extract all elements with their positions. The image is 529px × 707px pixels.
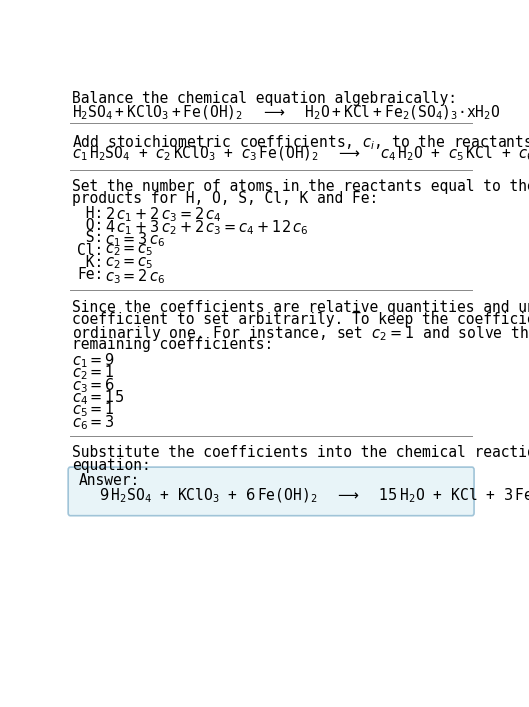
Text: Substitute the coefficients into the chemical reaction to obtain the balanced: Substitute the coefficients into the che… — [72, 445, 529, 460]
Text: remaining coefficients:: remaining coefficients: — [72, 337, 273, 351]
Text: $c_2 = c_5$: $c_2 = c_5$ — [105, 243, 153, 258]
Text: $2\,c_1 + 2\,c_3 = 2\,c_4$: $2\,c_1 + 2\,c_3 = 2\,c_4$ — [105, 206, 222, 224]
Text: Add stoichiometric coefficients, $c_i$, to the reactants and products:: Add stoichiometric coefficients, $c_i$, … — [72, 133, 529, 151]
Text: coefficient to set arbitrarily. To keep the coefficients small, the arbitrary va: coefficient to set arbitrarily. To keep … — [72, 312, 529, 327]
Text: $c_1 = 3\,c_6$: $c_1 = 3\,c_6$ — [105, 230, 166, 249]
Text: $c_6 = 3$: $c_6 = 3$ — [72, 413, 115, 431]
Text: Since the coefficients are relative quantities and underdetermined, choose a: Since the coefficients are relative quan… — [72, 300, 529, 315]
Text: $c_1\,\mathregular{H_2SO_4}$ + $c_2\,\mathregular{KClO_3}$ + $c_3\,\mathregular{: $c_1\,\mathregular{H_2SO_4}$ + $c_2\,\ma… — [72, 145, 529, 163]
Text: Balance the chemical equation algebraically:: Balance the chemical equation algebraica… — [72, 91, 458, 106]
Text: $c_2 = c_5$: $c_2 = c_5$ — [105, 255, 153, 271]
Text: ordinarily one. For instance, set $c_2 = 1$ and solve the system of equations fo: ordinarily one. For instance, set $c_2 =… — [72, 325, 529, 344]
Text: equation:: equation: — [72, 457, 151, 472]
Text: $c_4 = 15$: $c_4 = 15$ — [72, 388, 125, 407]
Text: O:: O: — [77, 218, 103, 233]
Text: H:: H: — [77, 206, 103, 221]
Text: $9\,\mathregular{H_2SO_4}$ + $\mathregular{KClO_3}$ + $6\,\mathregular{Fe(OH)_2}: $9\,\mathregular{H_2SO_4}$ + $\mathregul… — [99, 487, 529, 506]
Text: Answer:: Answer: — [78, 473, 140, 488]
Text: $c_5 = 1$: $c_5 = 1$ — [72, 401, 115, 419]
Text: $\mathregular{H_2SO_4 + KClO_3 + Fe(OH)_2}$  $\longrightarrow$  $\mathregular{H_: $\mathregular{H_2SO_4 + KClO_3 + Fe(OH)_… — [72, 103, 501, 122]
Text: $4\,c_1 + 3\,c_2 + 2\,c_3 = c_4 + 12\,c_6$: $4\,c_1 + 3\,c_2 + 2\,c_3 = c_4 + 12\,c_… — [105, 218, 308, 237]
Text: $c_1 = 9$: $c_1 = 9$ — [72, 351, 115, 370]
Text: Cl:: Cl: — [77, 243, 103, 257]
Text: Set the number of atoms in the reactants equal to the number of atoms in the: Set the number of atoms in the reactants… — [72, 179, 529, 194]
Text: Fe:: Fe: — [77, 267, 103, 282]
Text: $c_3 = 2\,c_6$: $c_3 = 2\,c_6$ — [105, 267, 166, 286]
FancyBboxPatch shape — [68, 467, 474, 515]
Text: products for H, O, S, Cl, K and Fe:: products for H, O, S, Cl, K and Fe: — [72, 191, 379, 206]
Text: $c_3 = 6$: $c_3 = 6$ — [72, 376, 116, 395]
Text: $c_2 = 1$: $c_2 = 1$ — [72, 363, 115, 382]
Text: S:: S: — [77, 230, 103, 245]
Text: K:: K: — [77, 255, 103, 270]
